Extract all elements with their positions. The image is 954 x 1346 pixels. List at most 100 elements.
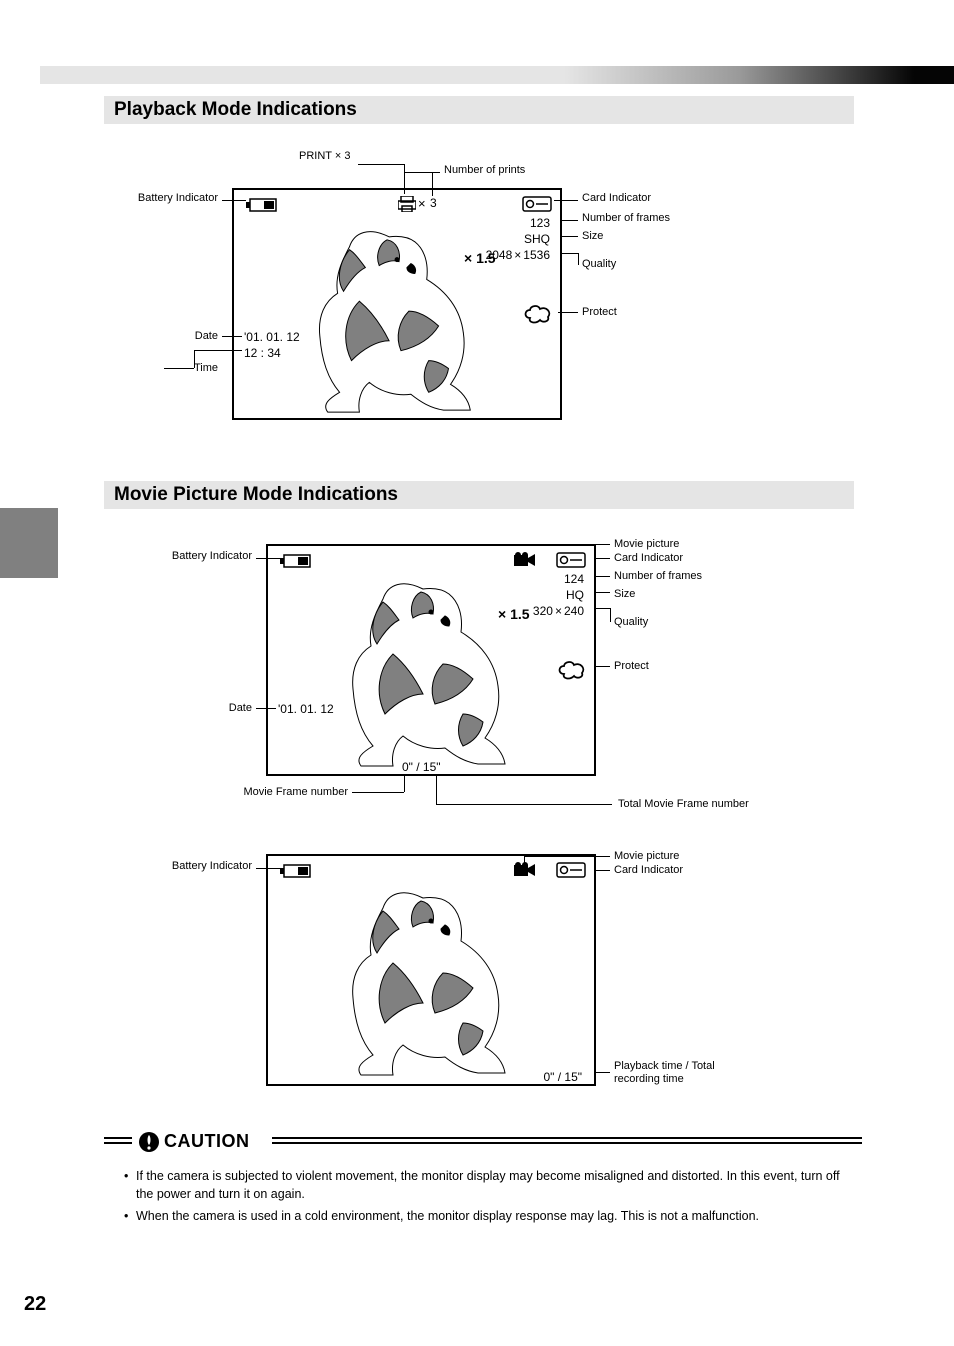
label-card: Card Indicator — [614, 864, 683, 877]
caution-bullet-1: • If the camera is subjected to violent … — [124, 1168, 844, 1204]
leader-line — [594, 592, 610, 593]
leader-line — [256, 558, 280, 559]
label-quality: Quality — [614, 616, 648, 629]
label-time: Time — [98, 362, 218, 375]
leader-line — [560, 220, 578, 221]
leader-line — [222, 336, 242, 337]
leader-line — [536, 544, 610, 545]
leader-line — [194, 350, 242, 351]
leader-line — [560, 253, 578, 254]
lcd-screen: × 3 123 SHQ 2048×1536 × 1.5 '01. 01. 12 … — [232, 188, 562, 420]
leader-line — [594, 1072, 610, 1073]
label-movie: Movie picture — [614, 538, 679, 551]
leader-line — [536, 856, 610, 857]
leader-line — [256, 708, 276, 709]
section-side-tab — [0, 508, 58, 578]
date-value: '01. 01. 12 — [278, 702, 334, 716]
movie-time-value: 0" / 15" — [543, 1070, 582, 1084]
leader-line — [436, 774, 437, 804]
label-frames: Number of frames — [582, 212, 670, 225]
leader-line — [194, 350, 195, 368]
leader-line — [610, 608, 611, 622]
bullet-text: If the camera is subjected to violent mo… — [136, 1168, 844, 1204]
label-print-count: Number of prints — [444, 164, 525, 177]
label-print-x: PRINT × 3 — [299, 150, 350, 163]
movie-camera-icon — [514, 862, 536, 883]
leader-line — [404, 172, 440, 173]
leader-line — [594, 608, 610, 609]
leader-line — [256, 868, 280, 869]
leader-line — [164, 368, 194, 369]
protect-icon — [522, 304, 552, 329]
label-date: Date — [122, 702, 252, 715]
leader-line — [594, 666, 610, 667]
card-icon — [556, 552, 586, 573]
label-play-time: Playback time / Total recording time — [614, 1060, 744, 1086]
leader-line — [358, 164, 404, 165]
frame-number-value: 123 — [530, 216, 550, 230]
zoom-multiplier: × 1.5 — [498, 606, 530, 623]
print-count-value: 3 — [430, 196, 437, 210]
figure-movie-mode-2: 0" / 15" Battery Indicator Movie picture… — [104, 850, 858, 1110]
card-icon — [556, 862, 586, 883]
caution-bars-left — [104, 1137, 132, 1147]
battery-icon — [280, 864, 314, 883]
leader-line — [404, 774, 405, 792]
caution-bars-right — [272, 1137, 862, 1147]
caution-body: • If the camera is subjected to violent … — [124, 1168, 844, 1229]
leader-line — [352, 792, 404, 793]
battery-icon — [280, 554, 314, 573]
print-cross-symbol: × — [418, 196, 426, 212]
label-battery: Battery Indicator — [98, 192, 218, 205]
battery-icon — [246, 198, 280, 217]
section-title-text: Playback Mode Indications — [114, 99, 357, 121]
section-title-playback: Playback Mode Indications — [104, 96, 854, 124]
label-movie: Movie picture — [614, 850, 679, 863]
label-protect: Protect — [582, 306, 617, 319]
card-icon — [522, 196, 552, 217]
dog-illustration — [333, 572, 533, 776]
label-size: Size — [614, 588, 635, 601]
label-movie-frame-a: Movie Frame number — [204, 786, 348, 799]
time-value: 12 : 34 — [244, 346, 281, 360]
label-size: Size — [582, 230, 603, 243]
movie-time-value: 0" / 15" — [402, 760, 441, 774]
leader-line — [594, 870, 610, 871]
quality-value: 320×240 — [533, 604, 584, 618]
print-reserve-icon — [398, 196, 416, 217]
label-battery: Battery Indicator — [122, 860, 252, 873]
section-title-text: Movie Picture Mode Indications — [114, 484, 398, 506]
zoom-multiplier: × 1.5 — [464, 250, 496, 267]
top-gradient-strip — [40, 66, 914, 84]
bullet-text: When the camera is used in a cold enviro… — [136, 1208, 759, 1226]
lcd-screen: 0" / 15" — [266, 854, 596, 1086]
lcd-screen: 124 HQ 320×240 × 1.5 '01. 01. 12 0" / 15… — [266, 544, 596, 776]
leader-line — [560, 236, 578, 237]
caution-title: CAUTION — [164, 1131, 250, 1152]
size-value: HQ — [566, 588, 584, 602]
leader-line — [432, 172, 433, 196]
dog-illustration — [333, 880, 533, 1086]
caution-icon — [138, 1131, 160, 1153]
label-quality: Quality — [582, 258, 616, 271]
figure-playback-mode: × 3 123 SHQ 2048×1536 × 1.5 '01. 01. 12 … — [104, 150, 858, 450]
figure-movie-mode-1: 124 HQ 320×240 × 1.5 '01. 01. 12 0" / 15… — [104, 530, 858, 820]
frame-number-value: 124 — [564, 572, 584, 586]
leader-line — [554, 200, 578, 201]
protect-icon — [556, 660, 586, 685]
leader-line — [578, 253, 579, 265]
label-card: Card Indicator — [614, 552, 683, 565]
page-number: 22 — [24, 1293, 46, 1316]
leader-line — [594, 576, 610, 577]
size-value: SHQ — [524, 232, 550, 246]
leader-line — [222, 200, 246, 201]
label-date: Date — [98, 330, 218, 343]
leader-line — [558, 312, 578, 313]
label-card: Card Indicator — [582, 192, 651, 205]
label-battery: Battery Indicator — [122, 550, 252, 563]
leader-line — [524, 856, 536, 857]
leader-line — [524, 856, 525, 864]
label-frames: Number of frames — [614, 570, 702, 583]
leader-line — [594, 558, 610, 559]
bullet-dot: • — [124, 1168, 136, 1204]
